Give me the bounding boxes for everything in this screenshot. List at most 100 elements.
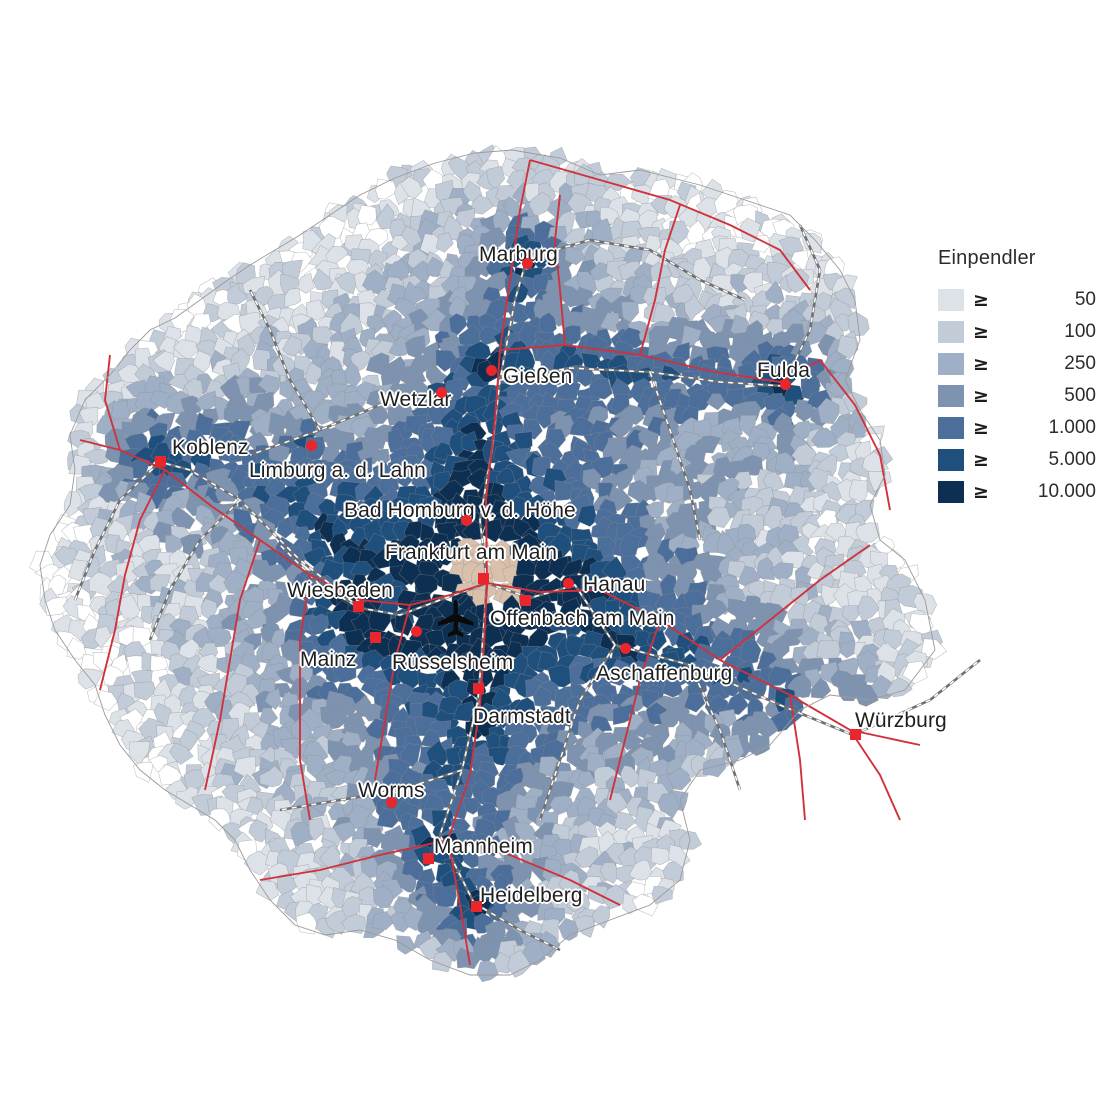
legend-row: ≥500 xyxy=(938,380,1098,412)
municipality-area xyxy=(461,430,480,453)
municipality-area xyxy=(270,628,287,650)
municipality-area xyxy=(644,234,661,253)
city-label: Gießen xyxy=(503,365,573,388)
municipality-area xyxy=(589,377,613,400)
municipality-area xyxy=(448,313,468,335)
municipality-area xyxy=(373,885,394,909)
city-label: Frankfurt am Main xyxy=(385,541,558,564)
city-marker-circle xyxy=(563,578,574,589)
legend-value: 5.000 xyxy=(1048,449,1096,470)
municipality-area xyxy=(666,767,692,791)
legend-row: ≥250 xyxy=(938,348,1098,380)
municipality-area xyxy=(78,407,99,426)
municipality-area xyxy=(299,580,320,606)
municipality-area xyxy=(367,405,389,424)
city-label: Aschaffenburg xyxy=(596,662,733,685)
legend-swatch xyxy=(938,289,964,311)
municipality-area xyxy=(614,468,634,493)
railway-dash xyxy=(279,769,463,811)
railway-dash xyxy=(279,544,488,616)
municipality-area xyxy=(847,311,870,337)
municipality-area xyxy=(576,504,598,527)
city-marker-circle xyxy=(461,515,472,526)
municipality-area xyxy=(357,204,377,226)
municipality-area xyxy=(882,629,906,650)
municipality-area xyxy=(396,534,420,554)
municipality-area xyxy=(63,491,83,518)
city-marker-square xyxy=(155,456,166,467)
municipality-area xyxy=(688,387,713,412)
municipality-area xyxy=(360,856,380,878)
city-label: Mannheim xyxy=(434,835,533,858)
municipality-area xyxy=(265,601,291,621)
city-marker-square xyxy=(471,901,482,912)
highway-line xyxy=(499,344,821,383)
municipality-area xyxy=(518,898,542,919)
municipality-area xyxy=(259,765,284,788)
municipality-area xyxy=(44,596,67,617)
municipality-area xyxy=(684,293,706,322)
municipality-area xyxy=(612,703,637,726)
greater-equal-icon: ≥ xyxy=(973,417,989,439)
municipality-area xyxy=(319,844,341,871)
municipality-area xyxy=(133,681,157,701)
city-marker-circle xyxy=(386,797,397,808)
legend-swatch xyxy=(938,321,964,343)
municipality-area xyxy=(324,710,351,730)
legend-value: 100 xyxy=(1064,321,1096,342)
city-label: Worms xyxy=(358,779,425,802)
municipality-area xyxy=(255,880,280,901)
city-marker-circle xyxy=(620,643,631,654)
railway-dash xyxy=(782,224,821,387)
municipality-area xyxy=(363,430,388,450)
municipality-area xyxy=(175,785,199,810)
legend-row: ≥50 xyxy=(938,284,1098,316)
municipality-area xyxy=(603,173,633,192)
highway-line xyxy=(99,469,166,691)
municipality-area xyxy=(476,960,499,983)
municipality-area xyxy=(471,195,494,215)
municipality-area xyxy=(833,287,856,310)
highway-line xyxy=(447,839,621,906)
greater-equal-icon: ≥ xyxy=(973,449,989,471)
highway-line xyxy=(609,619,661,801)
railway-dash xyxy=(249,289,321,431)
municipality-area xyxy=(599,312,620,333)
municipality-area xyxy=(837,674,861,702)
municipality-area xyxy=(363,828,385,849)
legend-title: Einpendler xyxy=(938,247,1036,269)
municipality-area xyxy=(501,482,523,503)
municipality-area xyxy=(816,640,842,661)
municipality-area xyxy=(748,732,770,757)
municipality-area xyxy=(564,246,586,266)
city-label: Bad Homburg v. d. Höhe xyxy=(344,499,576,522)
city-marker-circle xyxy=(780,379,791,390)
municipality-area xyxy=(668,220,691,246)
highway-line xyxy=(104,354,121,451)
legend-value: 1.000 xyxy=(1048,417,1096,438)
city-label: Wiesbaden xyxy=(287,579,393,602)
legend-value: 10.000 xyxy=(1037,481,1096,502)
municipality-area xyxy=(885,677,913,698)
city-label: Fulda xyxy=(757,359,811,382)
municipality-area xyxy=(620,765,640,788)
municipality-area xyxy=(289,717,315,741)
municipality-area xyxy=(295,912,318,935)
municipality-area xyxy=(573,915,595,938)
municipality-area xyxy=(739,217,761,243)
municipality-area xyxy=(590,905,610,929)
city-marker-circle xyxy=(436,387,447,398)
municipality-area xyxy=(290,821,315,847)
railway-dash xyxy=(526,239,746,301)
municipality-area xyxy=(867,471,892,493)
highway-line xyxy=(486,582,921,746)
municipality-area xyxy=(802,321,828,346)
city-label: Hanau xyxy=(583,573,646,596)
municipality-area xyxy=(764,280,785,304)
municipality-area xyxy=(757,557,775,581)
municipality-area xyxy=(745,676,767,700)
municipality-area xyxy=(375,178,398,200)
municipality-area xyxy=(390,235,409,251)
highway-line xyxy=(789,694,806,821)
